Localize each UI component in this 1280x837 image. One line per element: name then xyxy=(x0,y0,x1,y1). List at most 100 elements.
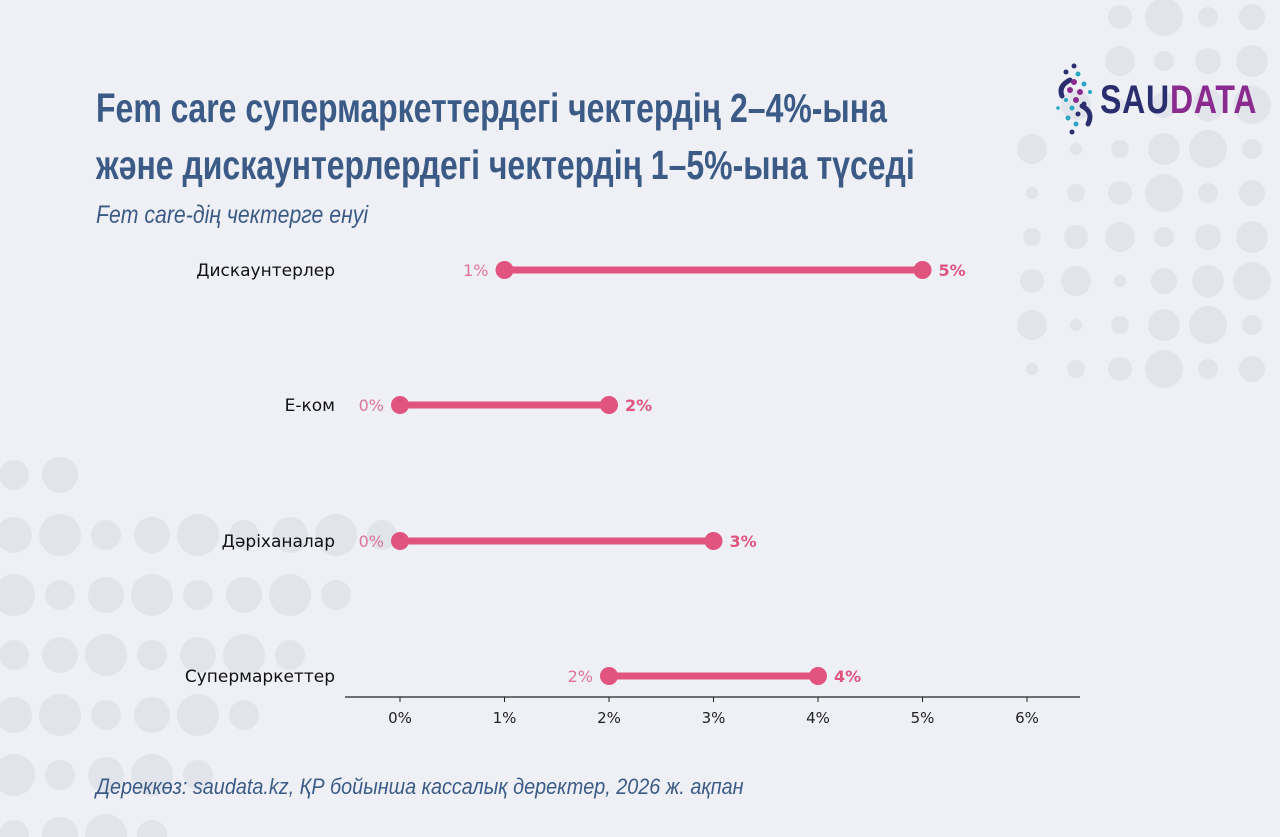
background-dot xyxy=(1145,350,1183,388)
background-dot xyxy=(229,700,259,730)
chart-subtitle: Fem care-дің чектерге енуі xyxy=(96,201,369,229)
x-tick-label: 3% xyxy=(702,709,726,727)
background-dot xyxy=(1114,99,1126,111)
low-value-label: 1% xyxy=(463,261,488,280)
background-dot xyxy=(1070,319,1082,331)
background-dot xyxy=(1148,309,1180,341)
category-label: Дәріханалар xyxy=(222,532,335,552)
category-label: Супермаркеттер xyxy=(185,667,335,687)
background-dot xyxy=(39,694,81,736)
background-dot xyxy=(1020,269,1044,293)
background-dot xyxy=(1154,51,1174,71)
background-dot xyxy=(0,460,29,490)
logo-text-sau: SAU xyxy=(1100,77,1170,122)
background-dot xyxy=(1198,359,1218,379)
page-title: Fem care супермаркеттердегі чектердің 2–… xyxy=(96,80,915,194)
low-point xyxy=(600,667,618,685)
background-dot xyxy=(1026,363,1038,375)
background-dot xyxy=(1192,265,1224,297)
background-dot xyxy=(367,520,397,550)
source-note: Дереккөз: saudata.kz, ҚР бойынша кассалы… xyxy=(96,774,744,799)
high-value-label: 4% xyxy=(834,667,861,686)
background-dot xyxy=(177,694,219,736)
background-dot xyxy=(1236,221,1268,253)
background-dot xyxy=(0,754,35,796)
background-dot xyxy=(1105,46,1135,76)
background-dot xyxy=(45,580,75,610)
high-point xyxy=(913,261,932,279)
background-dot xyxy=(315,514,357,556)
background-dot xyxy=(42,817,78,837)
logo-mark-icon xyxy=(1056,63,1093,135)
background-dot xyxy=(91,520,121,550)
background-dot xyxy=(88,577,124,613)
high-point xyxy=(600,396,618,414)
high-value-label: 2% xyxy=(625,396,652,415)
background-dot xyxy=(1111,316,1129,334)
x-tick-label: 4% xyxy=(806,709,830,727)
background-dot xyxy=(1154,227,1174,247)
background-dot xyxy=(131,574,173,616)
category-label: E-ком xyxy=(285,396,335,416)
high-value-label: 5% xyxy=(939,261,966,280)
x-tick-label: 2% xyxy=(597,709,621,727)
background-dot xyxy=(1151,92,1177,118)
background-dot xyxy=(1239,4,1265,30)
high-point xyxy=(809,667,827,685)
background-dot xyxy=(39,514,81,556)
background-dot xyxy=(177,514,219,556)
background-dot xyxy=(0,640,29,670)
background-dot xyxy=(1111,140,1129,158)
background-dot xyxy=(1105,222,1135,252)
background-dot xyxy=(1189,306,1227,344)
background-dot xyxy=(1067,184,1085,202)
background-dot xyxy=(1239,356,1265,382)
title-line-1: Fem care супермаркеттердегі чектердің 2–… xyxy=(96,85,887,131)
background-dot xyxy=(134,517,170,553)
background-dot xyxy=(1108,357,1132,381)
background-dot xyxy=(229,520,259,550)
background-dot xyxy=(1026,187,1038,199)
x-tick-label: 1% xyxy=(493,709,517,727)
low-point xyxy=(495,261,514,279)
background-dot xyxy=(1023,228,1041,246)
background-dot xyxy=(42,457,78,493)
background-dot xyxy=(1017,134,1047,164)
background-dot xyxy=(183,580,213,610)
background-dot xyxy=(1239,180,1265,206)
background-dot xyxy=(183,760,213,790)
background-dot xyxy=(1198,183,1218,203)
background-dot xyxy=(1064,225,1088,249)
background-dot xyxy=(1145,0,1183,36)
background-dot xyxy=(1061,266,1091,296)
logo-text: SAUDATA xyxy=(1100,78,1257,123)
high-value-label: 3% xyxy=(730,532,757,551)
background-dot xyxy=(180,637,216,673)
low-value-label: 2% xyxy=(568,667,593,686)
background-dot xyxy=(272,517,308,553)
low-value-label: 0% xyxy=(359,396,384,415)
background-dot xyxy=(275,640,305,670)
background-dot xyxy=(1195,48,1221,74)
background-dot xyxy=(226,577,262,613)
low-point xyxy=(391,532,409,550)
background-dot xyxy=(1195,224,1221,250)
background-dot xyxy=(134,697,170,733)
background-dot xyxy=(1236,45,1268,77)
background-dot xyxy=(0,697,32,733)
background-dot xyxy=(131,754,173,796)
low-value-label: 0% xyxy=(359,532,384,551)
background-dot xyxy=(1192,89,1224,121)
high-point xyxy=(704,532,723,550)
background-dot xyxy=(85,634,127,676)
background-dot xyxy=(1189,130,1227,168)
background-dot xyxy=(42,637,78,673)
background-dot xyxy=(1145,174,1183,212)
background-dot xyxy=(1151,268,1177,294)
background-dot xyxy=(321,580,351,610)
background-dot xyxy=(1233,262,1271,300)
background-dot xyxy=(45,760,75,790)
background-dot xyxy=(137,820,167,837)
background-dot xyxy=(0,574,35,616)
